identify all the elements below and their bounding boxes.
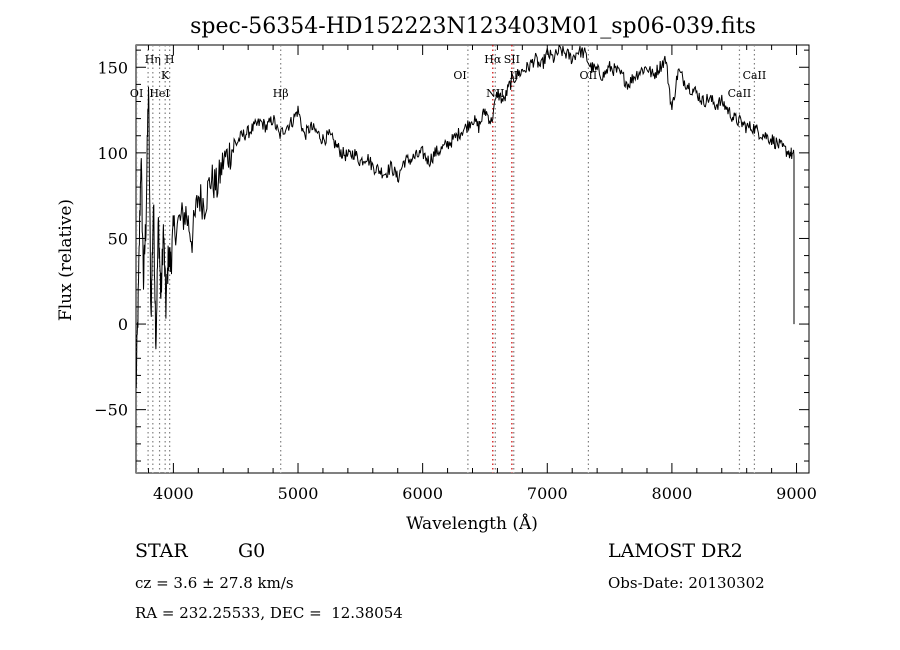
x-tick-label-0: 4000 [153, 484, 194, 503]
chart-title: spec-56354-HD152223N123403M01_sp06-039.f… [190, 14, 756, 39]
spectrum-line [135, 45, 795, 389]
redshift-text: cz = 3.6 ± 27.8 km/s [135, 574, 294, 592]
line-label-13: CaII [728, 87, 752, 100]
axis-ticks: 4000 5000 6000 7000 8000 9000 −50 0 50 100 150 [94, 45, 817, 503]
line-labels: OI Hη HK HeI Hβ OI Hα SII II NII OII CaII CaII [130, 53, 766, 100]
line-label-10: NII [486, 87, 504, 100]
x-axis-label: Wavelength (Å) [406, 513, 538, 534]
line-label-4: HeI [149, 87, 169, 100]
line-label-3: K [161, 69, 170, 82]
line-label-6: OI [453, 69, 466, 82]
obs-date: Obs-Date: 20130302 [608, 574, 765, 592]
coordinates-text: RA = 232.25533, DEC = 12.38054 [135, 604, 403, 622]
x-tick-label-4: 8000 [652, 484, 693, 503]
y-tick-label-0: −50 [94, 401, 128, 420]
line-markers [136, 45, 756, 473]
line-label-12: CaII [743, 69, 767, 82]
line-label-5: Hβ [273, 87, 289, 100]
y-tick-label-3: 100 [97, 144, 128, 163]
line-label-7: Hα [484, 53, 502, 66]
plot-frame [135, 44, 810, 474]
line-label-2: H [165, 53, 175, 66]
line-label-9: II [509, 69, 518, 82]
y-axis-label: Flux (relative) [56, 199, 76, 321]
line-label-8: SII [504, 53, 520, 66]
x-tick-label-2: 6000 [402, 484, 443, 503]
line-label-0: OI [130, 87, 143, 100]
x-tick-label-3: 7000 [527, 484, 568, 503]
survey-label: LAMOST DR2 [608, 540, 743, 562]
y-tick-label-4: 150 [97, 58, 128, 77]
line-label-11: OII [580, 69, 598, 82]
x-tick-label-1: 5000 [278, 484, 319, 503]
object-subclass: G0 [238, 540, 266, 562]
x-tick-label-5: 9000 [776, 484, 817, 503]
object-class: STAR [135, 540, 188, 562]
y-tick-label-2: 50 [108, 229, 128, 248]
y-tick-label-1: 0 [118, 315, 128, 334]
line-label-1: Hη [145, 53, 161, 66]
